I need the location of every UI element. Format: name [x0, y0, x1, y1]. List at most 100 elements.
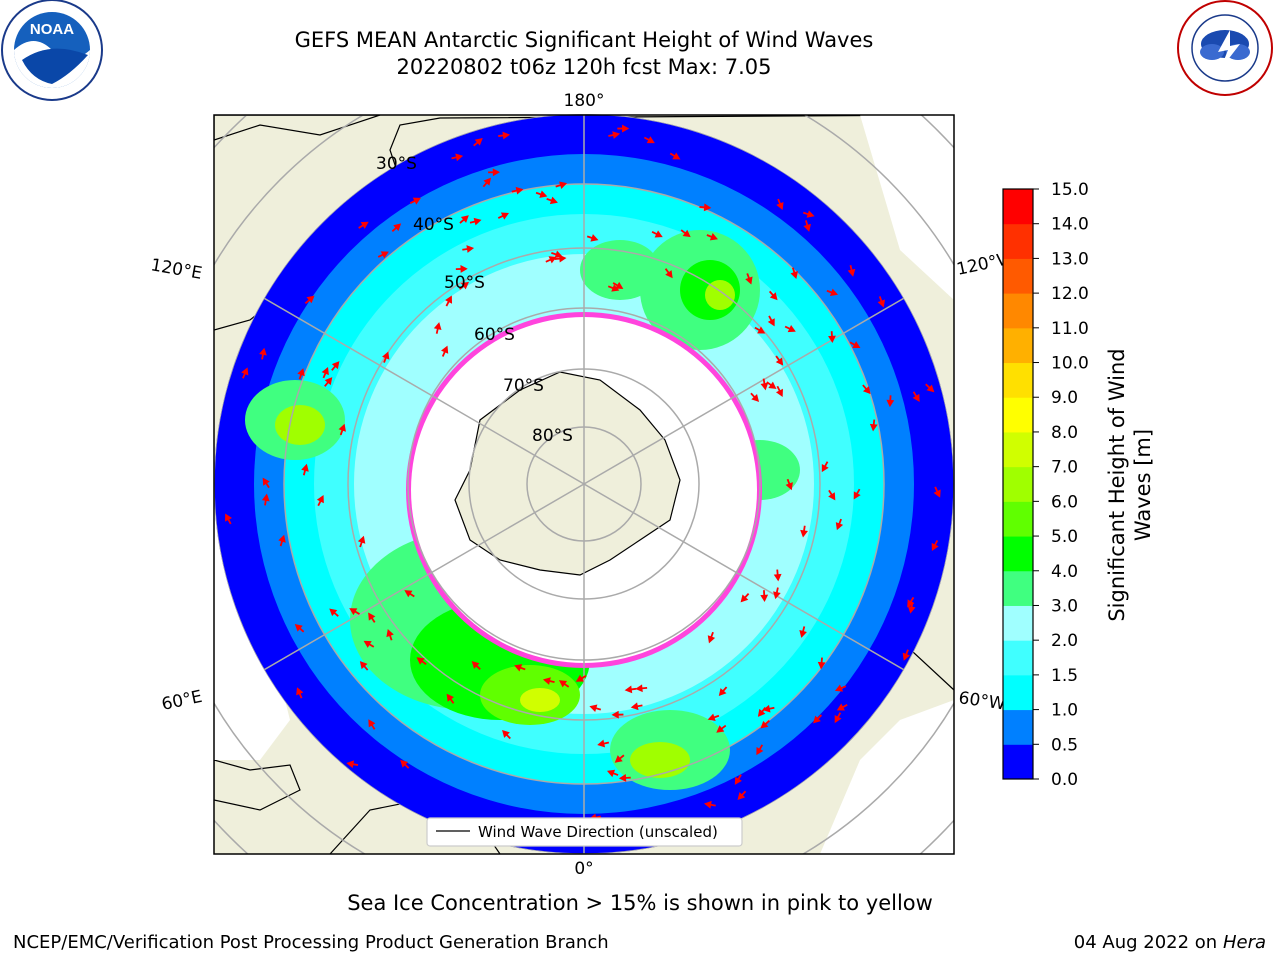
colorbar-segment	[1003, 640, 1033, 676]
wave-direction-arrowhead	[502, 131, 511, 140]
colorbar-tick-label: 4.0	[1051, 562, 1078, 582]
colorbar-tick-label: 15.0	[1051, 180, 1089, 200]
wave-direction-arrowhead	[301, 463, 309, 472]
wave-direction-arrowhead	[412, 197, 421, 205]
wave-direction-arrowhead	[817, 661, 826, 670]
lon-label-60w: 60°W	[957, 688, 1006, 714]
wave-direction-arrowhead	[382, 351, 390, 360]
wave-direction-arrowhead	[768, 381, 777, 389]
wave-direction-arrowhead	[597, 739, 606, 748]
wave-direction-arrowhead	[933, 489, 941, 498]
wave-direction-arrowhead	[907, 599, 915, 608]
wave-direction-arrowhead	[760, 720, 769, 729]
wave-direction-arrowhead	[767, 318, 775, 327]
wave-direction-arrowhead	[734, 776, 742, 785]
map-border	[213, 114, 955, 855]
wave-direction-arrowhead	[776, 201, 784, 211]
colorbar-segment	[1003, 258, 1033, 294]
wave-direction-arrowhead	[262, 477, 270, 486]
wave-direction-arrowhead	[707, 635, 716, 644]
wave-direction-arrowhead	[704, 800, 712, 809]
colorbar-tick-label: 5.0	[1051, 527, 1078, 547]
lon-label-120e: 120°E	[149, 255, 203, 284]
wave-direction-arrowhead	[539, 190, 548, 198]
wave-direction-arrowhead	[559, 254, 567, 263]
colorbar-tick-label: 0.5	[1051, 735, 1078, 755]
lat-label-50s: 50°S	[444, 273, 485, 293]
wave-direction-arrowhead	[740, 594, 749, 603]
wave-direction-arrowhead	[559, 181, 568, 189]
wave-direction-arrowhead	[331, 361, 340, 370]
wave-direction-arrowhead	[762, 704, 771, 713]
footer-credit: NCEP/EMC/Verification Post Processing Pr…	[13, 932, 609, 953]
lat-label-30s: 30°S	[376, 154, 417, 174]
wave-direction-arrowhead	[769, 292, 778, 301]
colorbar-tick-label: 0.0	[1051, 770, 1078, 790]
colorbar-tick-label: 11.0	[1051, 319, 1089, 339]
wave-direction-arrowhead	[611, 710, 619, 719]
wave-direction-arrowhead	[349, 608, 358, 616]
colorbar-label-2: Waves [m]	[1131, 429, 1155, 541]
wave-direction-arrowhead	[773, 573, 782, 582]
colorbar-tick-label: 1.5	[1051, 666, 1078, 686]
wave-direction-arrowhead	[862, 386, 871, 395]
colorbar-segment	[1003, 223, 1033, 259]
colorbar-tick-label: 10.0	[1051, 354, 1089, 374]
footer-date: 04 Aug 2022 on Hera	[1074, 932, 1266, 953]
lat-label-70s: 70°S	[503, 376, 544, 396]
wave-direction-arrowhead	[460, 215, 469, 223]
wave-direction-arrowhead	[775, 357, 784, 366]
wave-direction-arrowhead	[441, 345, 449, 354]
colorbar-tick-label: 1.0	[1051, 701, 1078, 721]
wave-direction-arrowhead	[751, 394, 760, 402]
wave-direction-arrowhead	[404, 590, 413, 598]
wave-direction-arrowhead	[785, 482, 793, 491]
colorbar-segment	[1003, 397, 1033, 433]
wave-direction-arrowhead	[907, 605, 916, 614]
wave-direction-arrowhead	[324, 377, 333, 386]
colorbar-tick-label: 2.0	[1051, 631, 1078, 651]
colorbar-tick-label: 7.0	[1051, 458, 1078, 478]
wave-direction-arrowhead	[821, 463, 829, 473]
wave-direction-arrowhead	[787, 325, 796, 333]
wave-direction-arrowhead	[393, 223, 402, 232]
wave-direction-arrowhead	[278, 534, 286, 543]
wave-direction-arrowhead	[542, 677, 551, 685]
wave-direction-arrowhead	[834, 714, 842, 724]
wave-direction-arrowhead	[466, 245, 475, 253]
noaa-logo-text: NOAA	[30, 21, 74, 38]
wave-direction-arrowhead	[380, 251, 389, 259]
wave-direction-arrowhead	[261, 493, 270, 502]
wave-direction-arrowhead	[445, 295, 453, 304]
wave-direction-arrowhead	[471, 661, 480, 669]
wave-direction-arrowhead	[329, 608, 338, 617]
wave-direction-arrowhead	[847, 268, 856, 277]
wave-direction-arrowhead	[502, 729, 510, 738]
colorbar-segment	[1003, 709, 1033, 745]
wave-direction-arrowhead	[316, 495, 324, 504]
colorbar-tick-label: 9.0	[1051, 388, 1078, 408]
lat-label-60s: 60°S	[474, 325, 515, 345]
colorbar-segment	[1003, 570, 1033, 606]
wave-direction-arrowhead	[606, 769, 616, 778]
wave-direction-arrowhead	[886, 399, 895, 408]
colorbar-segment	[1003, 189, 1033, 225]
wave-direction-arrowhead	[241, 367, 249, 376]
wave-direction-arrowhead	[834, 684, 844, 692]
wave-direction-arrowhead	[630, 702, 639, 711]
wave-direction-arrowhead	[363, 640, 372, 648]
wave-direction-arrowhead	[926, 384, 935, 393]
wave-direction-arrowhead	[368, 612, 376, 621]
wave-direction-arrowhead	[829, 288, 839, 297]
wave-direction-arrowhead	[682, 229, 691, 238]
wave-direction-arrowhead	[835, 522, 844, 531]
wave-direction-arrowhead	[737, 792, 746, 801]
wave-direction-arrowhead	[902, 652, 910, 661]
wave-direction-arrowhead	[635, 684, 643, 693]
wave-direction-arrowhead	[756, 746, 764, 756]
map-legend: Wind Wave Direction (unscaled)	[426, 817, 743, 847]
wave-direction-arrowhead	[707, 713, 716, 721]
wave-direction-arrowhead	[745, 276, 753, 285]
wave-direction-arrowhead	[869, 423, 878, 432]
